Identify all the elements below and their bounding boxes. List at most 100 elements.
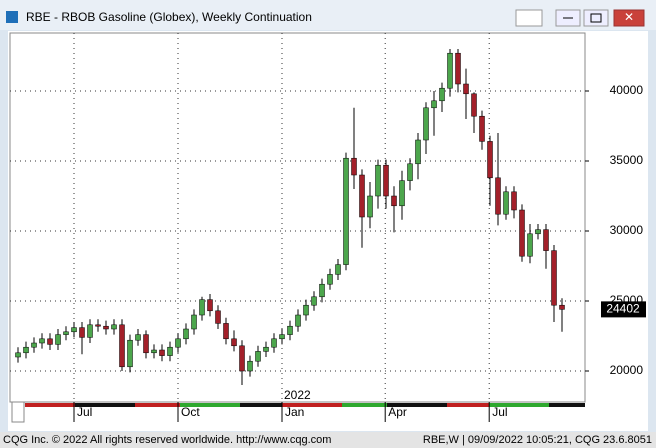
time-strip	[240, 403, 282, 407]
candle-body	[527, 233, 533, 257]
candle-body	[183, 328, 189, 340]
candle-body	[495, 177, 501, 215]
candle-body	[247, 360, 253, 372]
candle-body	[431, 100, 437, 109]
candle-body	[63, 331, 69, 335]
candle-body	[551, 250, 557, 306]
candle-body	[543, 229, 549, 251]
y-tick-label: 35000	[610, 153, 644, 167]
y-tick-label: 40000	[610, 83, 644, 97]
footer-left: CQG Inc. © 2022 All rights reserved worl…	[3, 434, 331, 446]
app-icon	[6, 11, 18, 23]
time-strip	[180, 403, 240, 407]
x-tick-label: Apr	[388, 405, 407, 419]
candle-body	[79, 327, 85, 338]
time-strip	[135, 403, 180, 407]
candle-body	[287, 325, 293, 335]
candle-body	[31, 342, 37, 348]
candle-body	[303, 304, 309, 316]
candle-body	[87, 324, 93, 338]
candle-body	[55, 334, 61, 345]
candle-body	[375, 164, 381, 197]
candle-body	[47, 338, 53, 345]
candle-body	[319, 283, 325, 298]
candle-body	[415, 139, 421, 165]
footer-right: RBE,W | 09/09/2022 10:05:21, CQG 23.6.80…	[423, 434, 652, 446]
candle-body	[327, 274, 333, 285]
status-bar	[0, 432, 656, 448]
plot-border	[9, 32, 586, 403]
candle-body	[103, 325, 109, 330]
candle-body	[391, 195, 397, 207]
link-button[interactable]	[515, 9, 543, 27]
candle-body	[487, 141, 493, 179]
title-bar	[0, 0, 656, 30]
candle-body	[423, 107, 429, 141]
candle-body	[335, 264, 341, 275]
candle-body	[295, 314, 301, 327]
year-label: 2022	[284, 388, 311, 402]
candle-body	[559, 304, 565, 310]
maximize-button[interactable]	[583, 9, 609, 27]
candle-body	[199, 299, 205, 316]
candle-body	[271, 338, 277, 348]
x-tick-label: Jul	[77, 405, 92, 419]
close-button[interactable]	[613, 9, 645, 27]
candle-body	[279, 334, 285, 340]
last-price-label: 24402	[606, 302, 640, 316]
candle-body	[191, 314, 197, 330]
time-strip	[342, 403, 387, 407]
time-strip	[447, 403, 489, 407]
candle-body	[311, 296, 317, 306]
candle-body	[447, 52, 453, 89]
candle-body	[519, 209, 525, 257]
candle-body	[479, 115, 485, 142]
candle-body	[359, 174, 365, 218]
time-strip	[549, 403, 585, 407]
candle-body	[535, 229, 541, 235]
candle-body	[343, 157, 349, 265]
candle-body	[119, 324, 125, 368]
candle-body	[111, 324, 117, 330]
candle-body	[95, 324, 101, 327]
candle-body	[135, 334, 141, 341]
candle-body	[215, 310, 221, 324]
icon: ✕	[624, 10, 634, 24]
candle-body	[159, 349, 165, 356]
candle-body	[367, 195, 373, 218]
candle-body	[23, 346, 29, 354]
time-strip	[282, 403, 342, 407]
candle-body	[463, 83, 469, 95]
chart-area	[8, 31, 648, 431]
candle-body	[175, 338, 181, 348]
icon	[590, 13, 602, 23]
candle-body	[439, 87, 445, 102]
candle-body	[15, 352, 21, 358]
candle-body	[143, 334, 149, 354]
x-tick-label: Jan	[285, 405, 304, 419]
x-tick-label: Jul	[492, 405, 507, 419]
candle-body	[383, 164, 389, 197]
candle-body	[223, 323, 229, 340]
window-title: RBE - RBOB Gasoline (Globex), Weekly Con…	[26, 10, 312, 24]
candle-body	[255, 351, 261, 362]
time-strip	[25, 403, 75, 407]
y-tick-label: 30000	[610, 223, 644, 237]
scroll-handle[interactable]	[11, 401, 25, 423]
candle-body	[207, 299, 213, 312]
candle-body	[263, 346, 269, 352]
time-strip	[75, 403, 135, 407]
candle-body	[511, 191, 517, 211]
candle-body	[407, 163, 413, 181]
candle-body	[239, 345, 245, 372]
time-strip	[489, 403, 549, 407]
last-price-box	[601, 301, 646, 318]
candle-body	[71, 327, 77, 333]
x-tick-label: Oct	[181, 405, 200, 419]
candle-body	[167, 346, 173, 356]
candle-body	[231, 338, 237, 347]
candle-body	[503, 191, 509, 215]
candle-body	[127, 339, 133, 368]
time-strip	[387, 403, 447, 407]
